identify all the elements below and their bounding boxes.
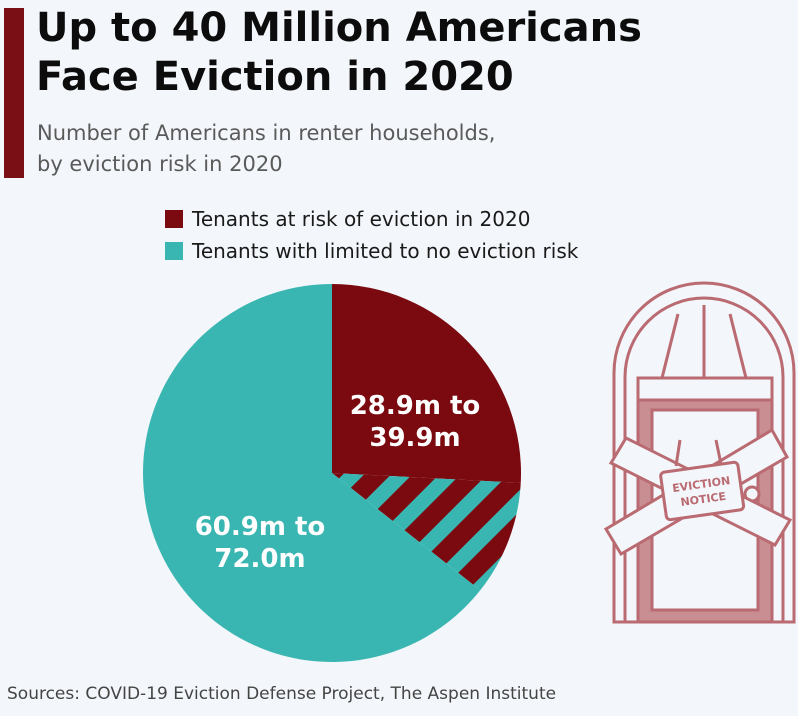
legend-label-limited-risk: Tenants with limited to no eviction risk — [192, 239, 579, 263]
chart-subtitle: Number of Americans in renter households… — [37, 118, 777, 180]
data-label-limited-risk-line-2: 72.0m — [214, 544, 305, 574]
title-line-2: Face Eviction in 2020 — [36, 54, 514, 100]
legend-item-at-risk: Tenants at risk of eviction in 2020 — [165, 203, 578, 235]
data-label-at-risk-line-2: 39.9m — [369, 423, 460, 453]
source-note: Sources: COVID-19 Eviction Defense Proje… — [7, 684, 557, 704]
eviction-notice-sign — [659, 460, 746, 522]
pie-slice-limited-risk — [143, 284, 481, 662]
sign-string-left — [674, 439, 682, 467]
door-outer-frame — [612, 281, 796, 624]
pie-slice-at-risk — [332, 284, 522, 483]
door-transom-bar — [636, 376, 774, 402]
chart-title: Up to 40 Million Americans Face Eviction… — [36, 4, 786, 102]
door-inner-frame — [623, 296, 785, 622]
legend: Tenants at risk of eviction in 2020 Tena… — [165, 203, 578, 267]
legend-item-limited-risk: Tenants with limited to no eviction risk — [165, 235, 578, 267]
legend-swatch-at-risk — [165, 210, 183, 228]
subtitle-line-1: Number of Americans in renter households… — [37, 121, 496, 145]
door-arch-spoke-left — [660, 313, 680, 379]
legend-swatch-limited-risk — [165, 242, 183, 260]
title-line-1: Up to 40 Million Americans — [36, 5, 642, 51]
subtitle-line-2: by eviction risk in 2020 — [37, 152, 283, 176]
pie-slices — [143, 284, 522, 662]
legend-label-at-risk: Tenants at risk of eviction in 2020 — [192, 207, 531, 231]
pie-slice-uncertain-range — [332, 473, 521, 591]
data-label-at-risk-line-1: 28.9m to — [350, 391, 481, 421]
sign-text-line-2: NOTICE — [680, 490, 727, 509]
door-arch-spoke-right — [728, 313, 748, 379]
eviction-door-icon: EVICTION NOTICE — [603, 281, 796, 624]
sign-string-right — [714, 439, 723, 465]
accent-bar — [4, 8, 24, 178]
data-label-limited-risk-line-1: 60.9m to — [195, 512, 326, 542]
